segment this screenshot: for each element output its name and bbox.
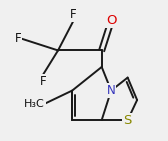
Text: O: O bbox=[106, 14, 116, 27]
Text: F: F bbox=[70, 8, 77, 21]
Text: F: F bbox=[39, 75, 46, 88]
Text: H₃C: H₃C bbox=[24, 99, 45, 109]
Text: N: N bbox=[107, 84, 116, 97]
Text: S: S bbox=[123, 114, 132, 127]
Text: F: F bbox=[15, 32, 22, 45]
